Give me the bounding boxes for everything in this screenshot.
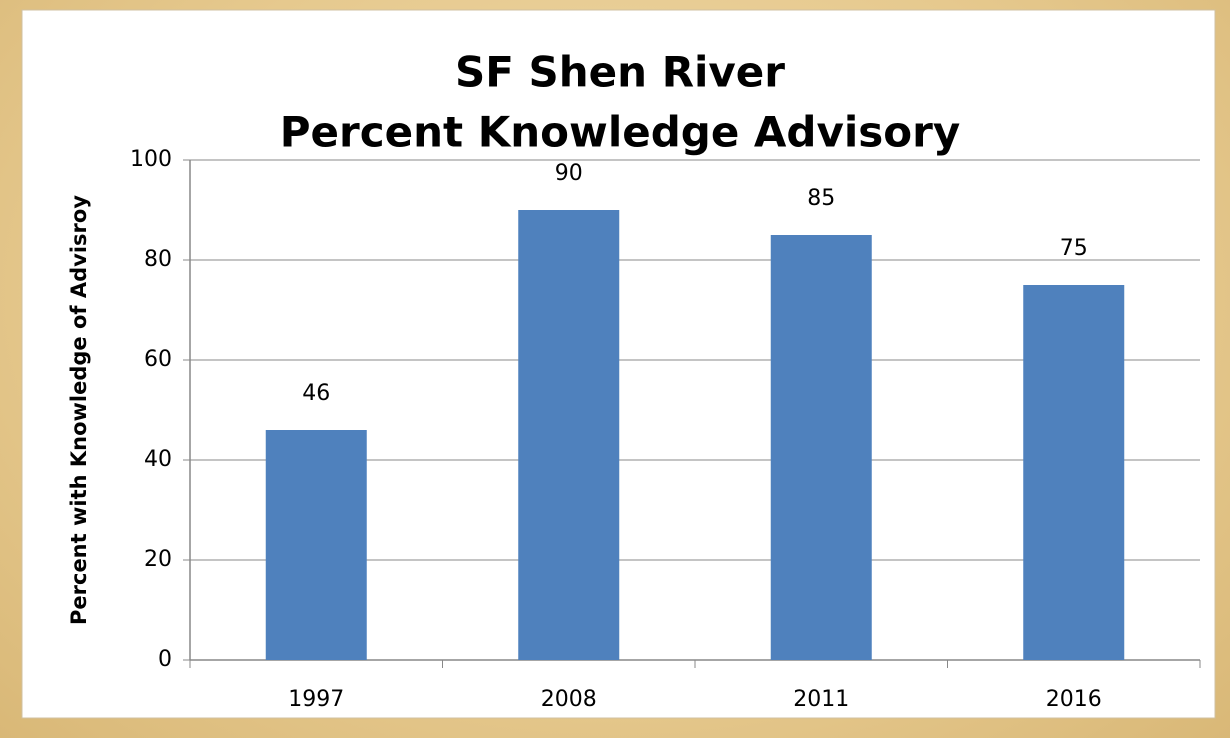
bar — [770, 235, 872, 660]
chart-title: SF Shen River — [455, 48, 785, 97]
x-tick-label: 1997 — [288, 687, 344, 712]
data-label: 75 — [1060, 236, 1088, 261]
bar — [518, 210, 620, 660]
y-tick-label: 20 — [144, 547, 172, 572]
x-tick-label: 2016 — [1046, 687, 1102, 712]
x-tick-label: 2011 — [793, 687, 849, 712]
y-tick-label: 60 — [144, 347, 172, 372]
y-tick-label: 80 — [144, 247, 172, 272]
y-axis-label: Percent with Knowledge of Advisroy — [67, 195, 91, 625]
data-label: 85 — [807, 186, 835, 211]
bar — [265, 430, 367, 660]
chart-title: Percent Knowledge Advisory — [280, 108, 960, 157]
data-label: 46 — [302, 381, 330, 406]
x-tick-label: 2008 — [541, 687, 597, 712]
data-label: 90 — [555, 161, 583, 186]
bar — [1023, 285, 1125, 660]
y-tick-label: 100 — [130, 147, 172, 172]
y-tick-label: 0 — [158, 647, 172, 672]
y-tick-label: 40 — [144, 447, 172, 472]
